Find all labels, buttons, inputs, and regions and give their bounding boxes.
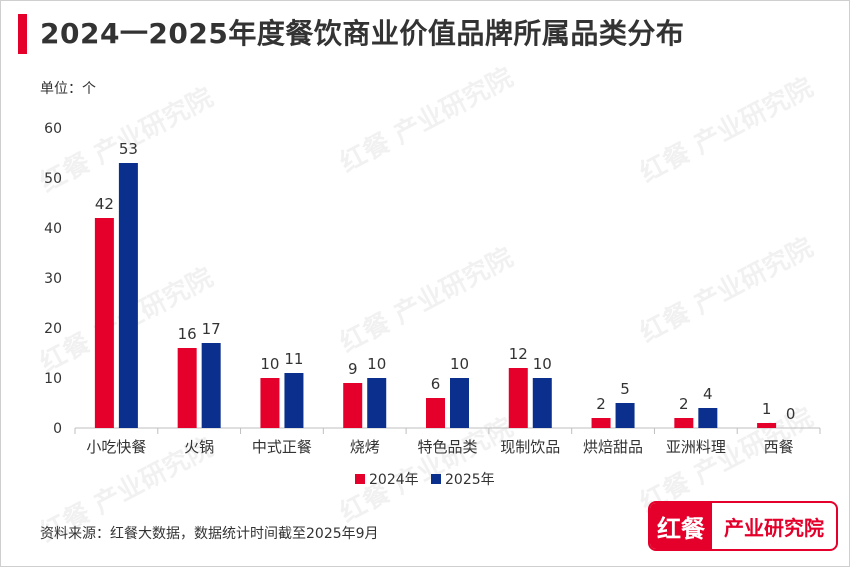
data-label: 16 [178, 325, 197, 343]
legend-label: 2024年 [369, 472, 419, 488]
data-label: 53 [119, 140, 138, 158]
bar-2024 [508, 368, 528, 428]
data-label: 6 [431, 375, 441, 393]
y-tick-label: 0 [53, 421, 62, 437]
legend-swatch [355, 474, 365, 484]
x-tick-label: 亚洲料理 [666, 438, 726, 456]
data-label: 10 [450, 355, 469, 373]
y-tick-label: 50 [44, 171, 62, 187]
legend-swatch [431, 474, 441, 484]
bar-2025 [615, 403, 635, 428]
unit-label: 单位：个 [40, 81, 96, 97]
bar-2024 [177, 348, 197, 428]
x-tick-label: 火锅 [184, 438, 214, 456]
x-tick-label: 小吃快餐 [86, 438, 146, 456]
chart-title: 2024一2025年度餐饮商业价值品牌所属品类分布 [40, 17, 685, 50]
data-label: 10 [367, 355, 386, 373]
data-label: 10 [260, 355, 279, 373]
bar-2024 [426, 398, 445, 428]
data-label: 11 [284, 350, 303, 368]
bar-2024 [94, 218, 114, 428]
legend-label: 2025年 [445, 472, 495, 488]
bar-2024 [260, 378, 280, 428]
data-label: 5 [620, 380, 630, 398]
data-label: 12 [509, 345, 528, 363]
x-tick-label: 烘焙甜品 [583, 438, 643, 456]
bar-2024 [674, 418, 694, 428]
title-accent-bar [18, 14, 27, 54]
data-label: 10 [533, 355, 552, 373]
bar-2025 [532, 378, 552, 428]
y-tick-label: 60 [44, 121, 62, 137]
x-tick-label: 烧烤 [350, 438, 380, 456]
bar-2024 [343, 383, 363, 428]
data-label: 17 [202, 320, 221, 338]
y-tick-label: 40 [44, 221, 62, 237]
bar-2025 [201, 343, 221, 428]
logo-mark: 红餐 [650, 503, 712, 549]
x-tick-label: 中式正餐 [252, 438, 312, 456]
data-label: 4 [703, 385, 713, 403]
bar-2025 [367, 378, 387, 428]
x-tick-label: 现制饮品 [500, 438, 560, 456]
logo-text: 产业研究院 [724, 515, 824, 540]
data-label: 0 [786, 405, 796, 423]
bar-2025 [450, 378, 469, 428]
bar-2025 [698, 408, 718, 428]
bar-2025 [284, 373, 304, 428]
y-tick-label: 10 [44, 371, 62, 387]
x-tick-label: 西餐 [764, 438, 794, 456]
y-tick-label: 30 [44, 271, 62, 287]
bar-2024 [591, 418, 611, 428]
data-label: 42 [95, 195, 114, 213]
bar-2024 [757, 423, 777, 428]
data-label: 2 [596, 395, 606, 413]
data-label: 1 [762, 400, 772, 418]
data-label: 9 [348, 360, 358, 378]
brand-logo: 红餐 产业研究院 [648, 501, 838, 551]
data-label: 2 [679, 395, 689, 413]
bar-2025 [118, 163, 138, 428]
x-tick-label: 特色品类 [417, 438, 477, 456]
y-tick-label: 20 [44, 321, 62, 337]
source-note: 资料来源：红餐大数据，数据统计时间截至2025年9月 [40, 526, 379, 542]
